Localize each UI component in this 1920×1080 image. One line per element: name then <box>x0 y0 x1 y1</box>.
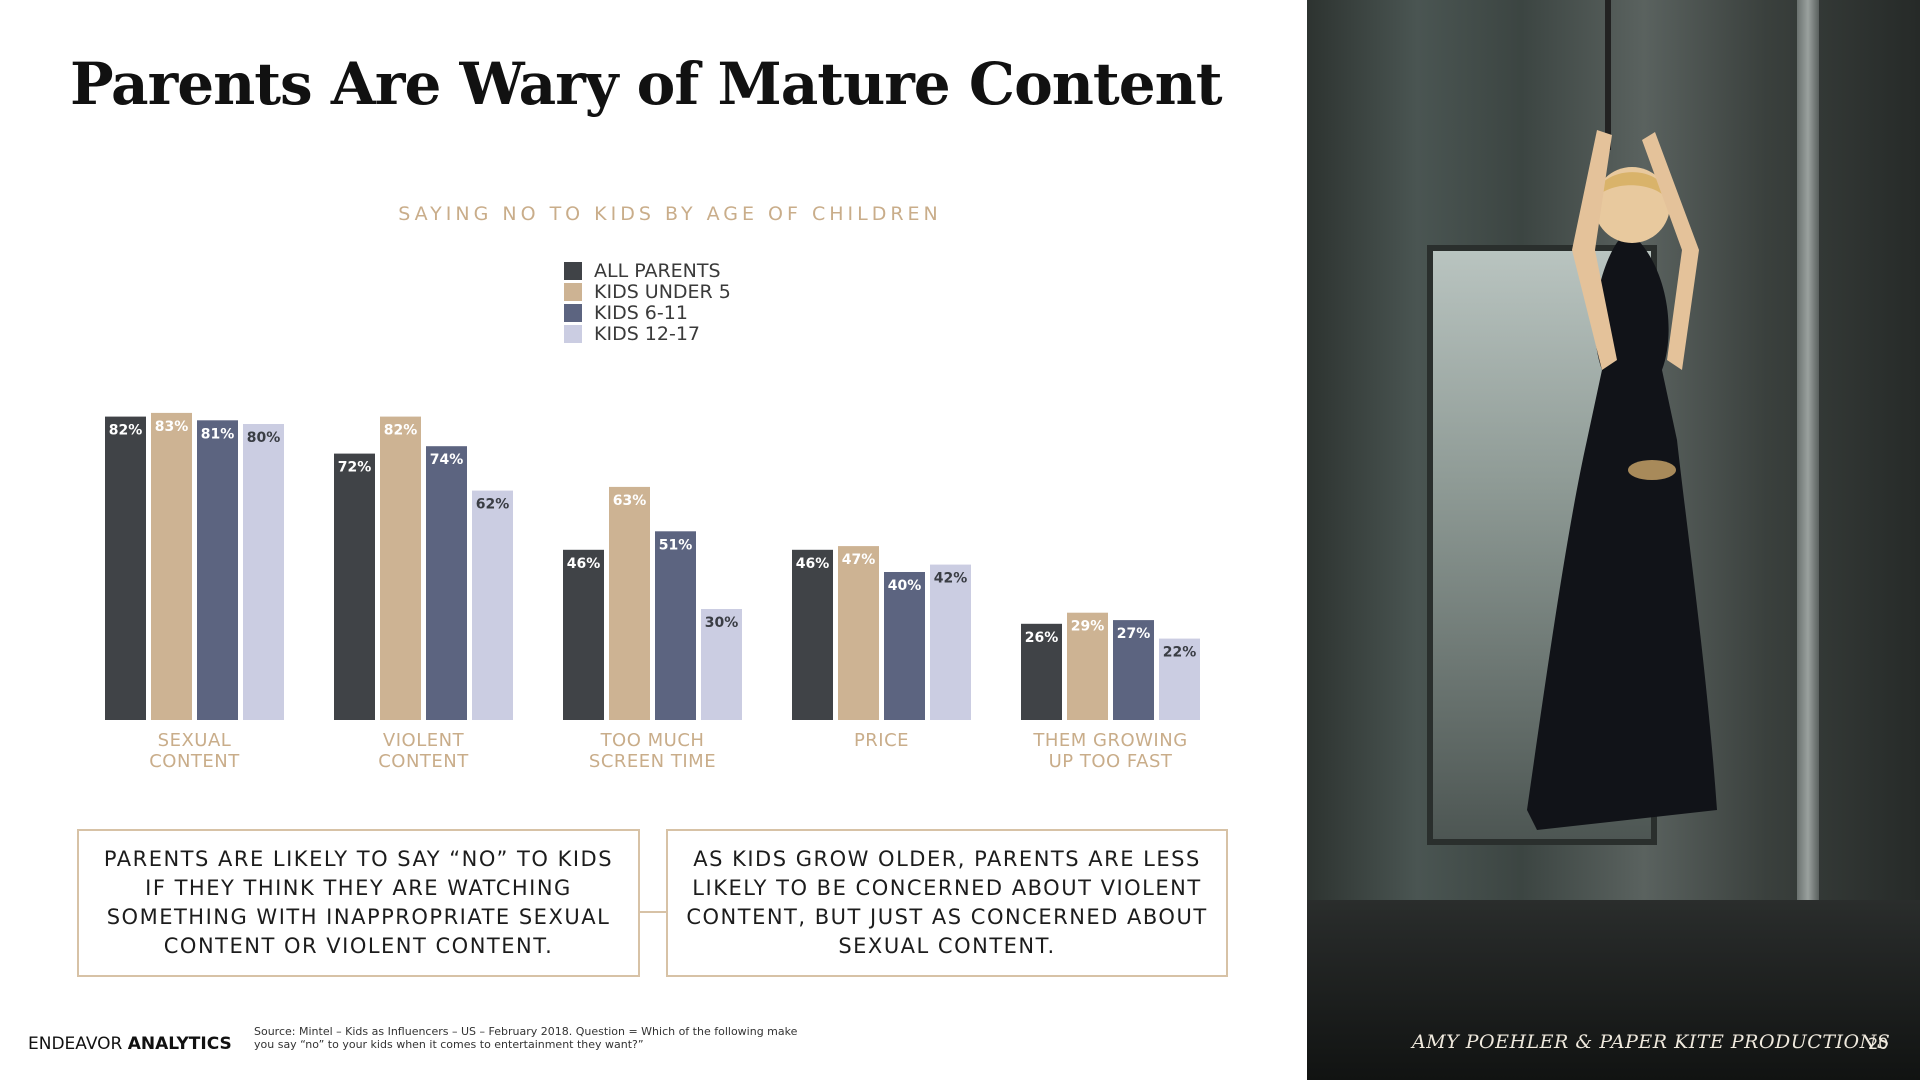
photo-pipe <box>1797 0 1819 1080</box>
callout-left: PARENTS ARE LIKELY TO SAY “NO” TO KIDS I… <box>77 829 640 977</box>
bar <box>243 424 284 720</box>
photo-figure <box>1527 130 1717 830</box>
bar-value-label: 51% <box>659 537 693 553</box>
bar-value-label: 46% <box>567 556 601 572</box>
bar <box>334 453 375 720</box>
callout-connector <box>640 911 666 913</box>
category-label: VIOLENT <box>383 730 465 751</box>
photo <box>1307 0 1920 1080</box>
legend-swatch <box>564 304 582 322</box>
category-label: CONTENT <box>149 751 240 772</box>
bar-value-label: 29% <box>1071 619 1105 635</box>
bar-value-label: 40% <box>888 578 922 594</box>
bar <box>563 549 604 720</box>
legend-label: KIDS 6-11 <box>594 302 688 324</box>
brand-logo: ENDEAVOR ANALYTICS <box>28 1034 232 1054</box>
photo-floor <box>1307 900 1920 1080</box>
source-note: Source: Mintel – Kids as Influencers – U… <box>254 1025 798 1051</box>
bar <box>1021 623 1062 720</box>
bar-value-label: 83% <box>155 419 189 435</box>
brand-bold: ANALYTICS <box>127 1034 232 1054</box>
legend-label: KIDS 12-17 <box>594 323 700 345</box>
brand-regular: ENDEAVOR <box>28 1034 123 1054</box>
bar-value-label: 42% <box>934 571 968 587</box>
bar-value-label: 46% <box>796 556 830 572</box>
callout-right: AS KIDS GROW OLDER, PARENTS ARE LESS LIK… <box>666 829 1228 977</box>
bar <box>380 416 421 720</box>
bar-value-label: 81% <box>201 426 235 442</box>
bar <box>1159 638 1200 720</box>
bar <box>701 609 742 720</box>
bar <box>655 531 696 720</box>
photo-chain <box>1605 0 1611 150</box>
slide-title: Parents Are Wary of Mature Content <box>70 50 1223 118</box>
bar <box>197 420 238 720</box>
chart-title: SAYING NO TO KIDS BY AGE OF CHILDREN <box>398 203 942 225</box>
page-number: 20 <box>1868 1034 1889 1053</box>
legend-swatch <box>564 283 582 301</box>
legend-label: ALL PARENTS <box>594 260 721 282</box>
bar <box>930 564 971 720</box>
category-label: PRICE <box>854 730 909 751</box>
category-label: SEXUAL <box>158 730 232 751</box>
bar-value-label: 62% <box>476 497 510 513</box>
bar-value-label: 27% <box>1117 626 1151 642</box>
bar-value-label: 47% <box>842 552 876 568</box>
bar-value-label: 22% <box>1163 645 1197 661</box>
bar <box>884 572 925 720</box>
bar <box>1113 620 1154 720</box>
legend-swatch <box>564 262 582 280</box>
category-label: SCREEN TIME <box>589 751 716 772</box>
bar <box>792 549 833 720</box>
bar-value-label: 82% <box>384 423 418 439</box>
bar-value-label: 63% <box>613 493 647 509</box>
bar-value-label: 30% <box>705 615 739 631</box>
bar-value-label: 82% <box>109 423 143 439</box>
bar <box>105 416 146 720</box>
bar <box>426 446 467 720</box>
category-label: TOO MUCH <box>600 730 705 751</box>
legend-label: KIDS UNDER 5 <box>594 281 731 303</box>
bar <box>151 412 192 720</box>
bar-value-label: 72% <box>338 460 372 476</box>
bar <box>1067 612 1108 720</box>
category-label: THEM GROWING <box>1032 730 1187 751</box>
legend-swatch <box>564 325 582 343</box>
category-label: UP TOO FAST <box>1049 751 1173 772</box>
bar <box>609 486 650 720</box>
bar-value-label: 80% <box>247 430 281 446</box>
category-label: CONTENT <box>378 751 469 772</box>
bar-value-label: 74% <box>430 452 464 468</box>
bar <box>838 546 879 720</box>
bar-value-label: 26% <box>1025 630 1059 646</box>
bar <box>472 490 513 720</box>
photo-credit: AMY POEHLER & PAPER KITE PRODUCTIONS <box>1412 1031 1891 1053</box>
